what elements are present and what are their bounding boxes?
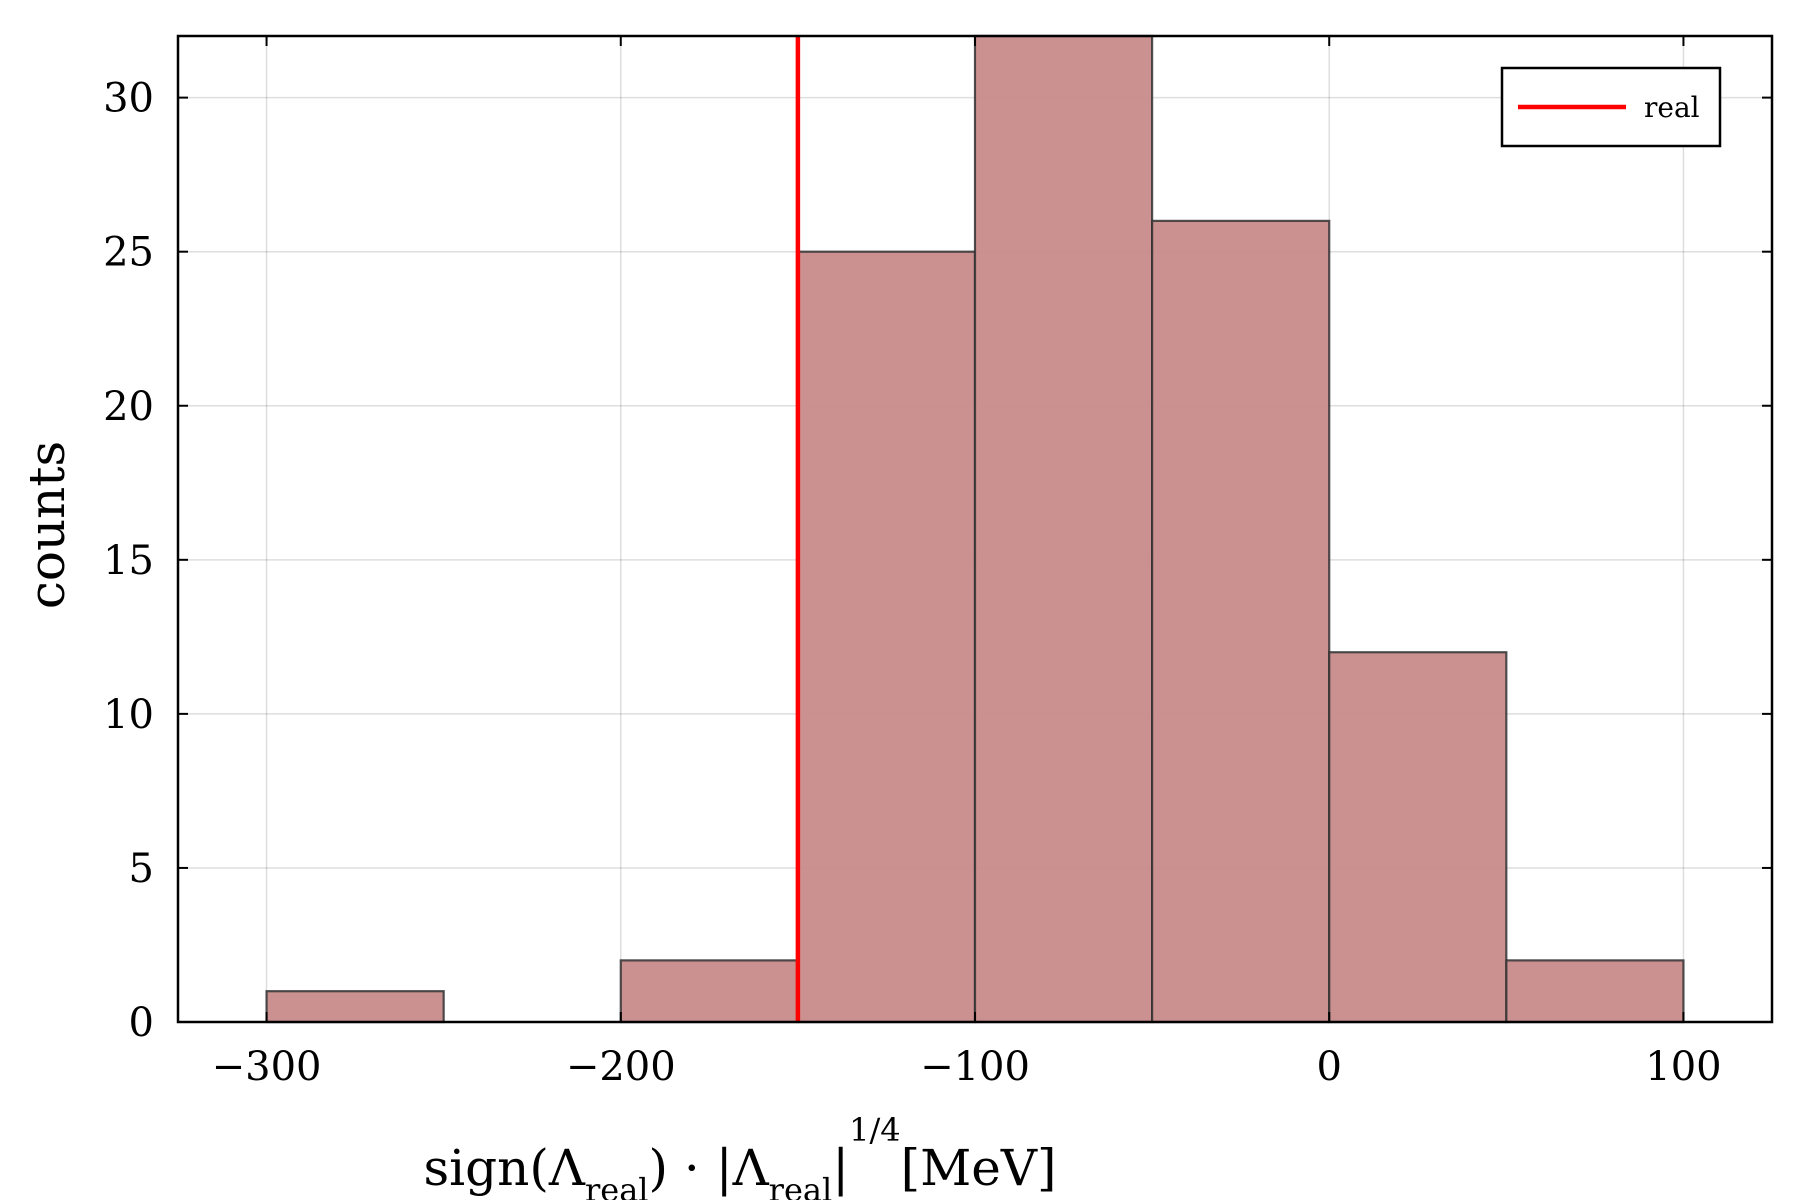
histogram-bar-4 xyxy=(973,34,1154,1024)
x-label-sign: sign( xyxy=(423,1139,548,1197)
histogram-bar-0 xyxy=(265,990,445,1024)
x-tick-label-3: 0 xyxy=(1316,1044,1341,1090)
y-tick-label-4: 20 xyxy=(103,384,154,430)
histogram-bar-2 xyxy=(619,959,799,1024)
histogram-bar-7 xyxy=(1505,959,1685,1024)
histogram-bar-3 xyxy=(796,250,977,1024)
legend-label-real: real xyxy=(1644,91,1700,124)
x-label-lambda-2: Λ xyxy=(732,1139,770,1197)
x-tick-label-4: 100 xyxy=(1645,1044,1721,1090)
legend: real xyxy=(1500,66,1722,148)
axis-ticks: −300 −200 −100 0 100 0 5 10 15 20 25 30 xyxy=(103,36,1772,1090)
x-tick-label-2: −100 xyxy=(920,1044,1030,1090)
y-tick-label-6: 30 xyxy=(103,76,154,122)
histogram-bar-5 xyxy=(1151,219,1331,1024)
x-label-lambda-1: Λ xyxy=(548,1139,586,1197)
y-tick-label-0: 0 xyxy=(129,1000,154,1046)
x-label-sub-2: real xyxy=(769,1171,833,1200)
y-tick-label-2: 10 xyxy=(103,692,154,738)
histogram-bar-6 xyxy=(1328,651,1508,1024)
y-axis-label: counts xyxy=(18,441,76,609)
x-axis-label: sign(Λreal) · |Λreal|1/4[MeV] xyxy=(423,1111,1056,1200)
x-label-sub-1: real xyxy=(585,1171,649,1200)
x-tick-label-0: −300 xyxy=(212,1044,322,1090)
x-label-power: 1/4 xyxy=(849,1111,901,1149)
x-label-unit: [MeV] xyxy=(901,1139,1057,1197)
x-tick-label-1: −200 xyxy=(566,1044,676,1090)
y-tick-label-3: 15 xyxy=(103,538,154,584)
y-tick-label-1: 5 xyxy=(129,846,154,892)
histogram-bars xyxy=(265,34,1685,1024)
x-label-bar: | xyxy=(832,1139,849,1197)
x-label-close-dot: ) · | xyxy=(649,1139,733,1197)
y-tick-label-5: 25 xyxy=(103,230,154,276)
